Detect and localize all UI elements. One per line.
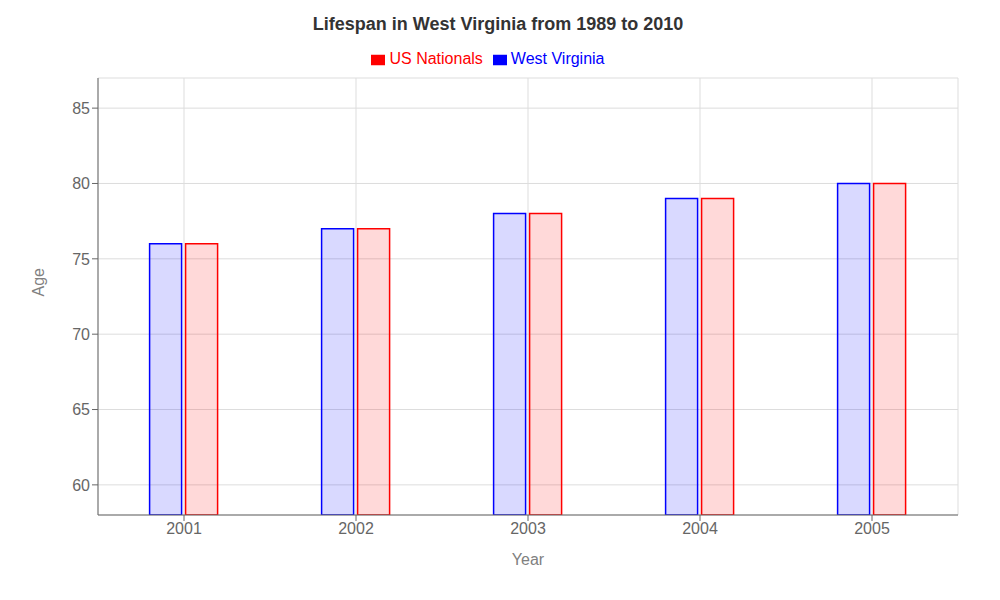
svg-text:2002: 2002 <box>338 520 374 537</box>
svg-text:60: 60 <box>72 477 90 494</box>
svg-text:2005: 2005 <box>854 520 890 537</box>
svg-text:65: 65 <box>72 401 90 418</box>
svg-text:2003: 2003 <box>510 520 546 537</box>
svg-text:85: 85 <box>72 100 90 117</box>
html-text:US Nationals: US Nationals <box>389 50 483 67</box>
svg-text:75: 75 <box>72 251 90 268</box>
svg-text:80: 80 <box>72 175 90 192</box>
svg-text:Age: Age <box>30 268 47 297</box>
svg-text:2001: 2001 <box>166 520 202 537</box>
svg-text:2004: 2004 <box>682 520 718 537</box>
html-text:Lifespan in West Virginia from: Lifespan in West Virginia from 1989 to 2… <box>312 14 684 34</box>
html-text:West Virginia: West Virginia <box>510 50 605 67</box>
svg-text:70: 70 <box>72 326 90 343</box>
svg-text:Year: Year <box>512 551 545 568</box>
